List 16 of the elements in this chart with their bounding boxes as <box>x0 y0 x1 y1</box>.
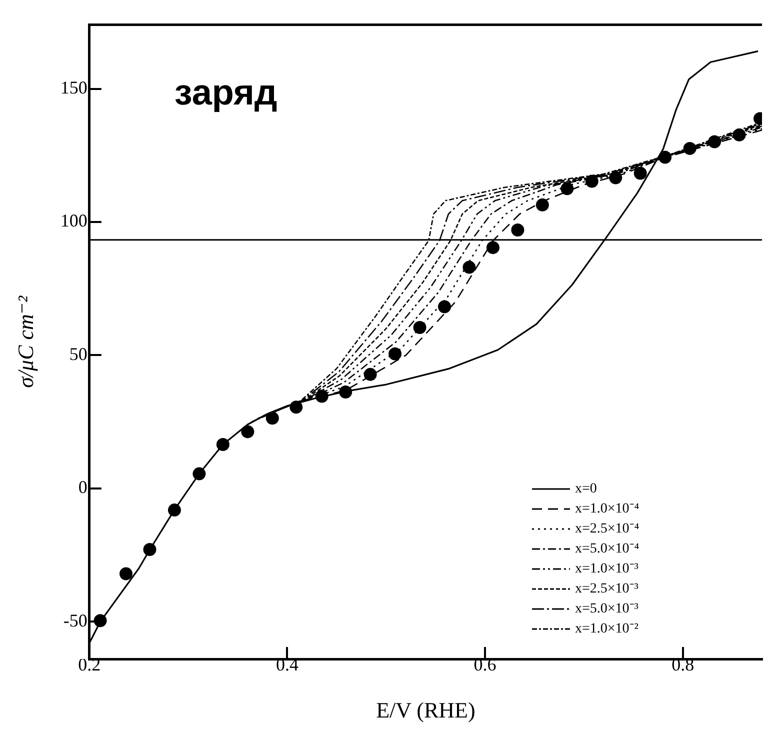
annotation: заряд <box>174 72 278 113</box>
legend-label: x=1.0×10⁻⁴ <box>575 502 640 517</box>
legend-label: x=5.0×10⁻⁴ <box>575 542 640 557</box>
legend-label: x=2.5×10⁻⁴ <box>575 522 640 537</box>
legend-label: x=1.0×10⁻³ <box>575 562 638 577</box>
y-tick-label: 150 <box>60 77 88 98</box>
y-tick-label: 0 <box>78 477 88 498</box>
y-axis-title: σ/μC cm⁻² <box>12 295 38 388</box>
y-tick-label: 100 <box>60 210 88 231</box>
y-tick-label: 50 <box>69 344 88 364</box>
legend-label: x=1.0×10⁻² <box>575 622 638 637</box>
x-axis-title: E/V (RHE) <box>376 698 476 723</box>
legend-label: x=2.5×10⁻³ <box>575 582 638 597</box>
legend-label: x=5.0×10⁻³ <box>575 602 638 617</box>
legend-label: x=0 <box>575 482 597 497</box>
y-tick-label: -50 <box>63 610 88 630</box>
